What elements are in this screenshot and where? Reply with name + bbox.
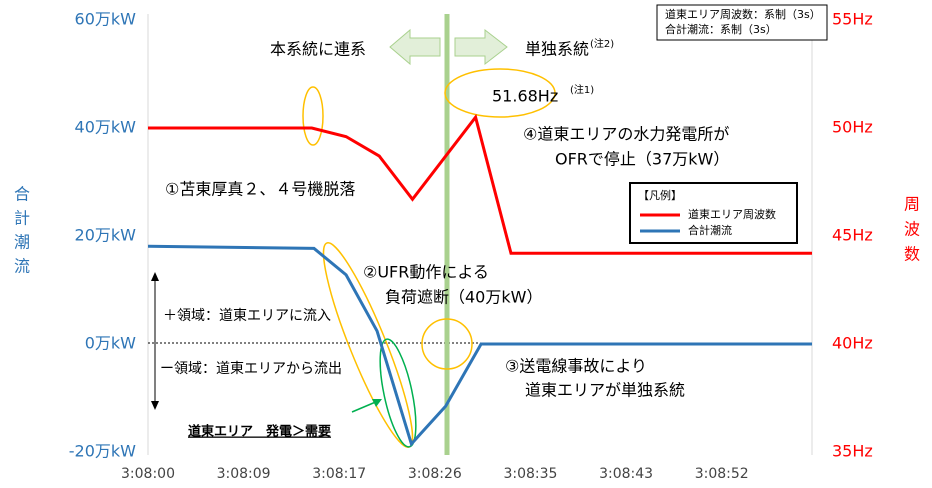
y2-tick-label: 50Hz (832, 118, 873, 137)
y2-tick-label: 55Hz (832, 10, 873, 29)
annotation: (注2) (590, 37, 614, 50)
y2-tick-label: 45Hz (832, 226, 873, 245)
y-tick-label: 40万kW (75, 118, 137, 137)
x-tick-label: 3:08:00 (121, 466, 175, 482)
x-tick-label: 3:08:17 (312, 466, 366, 482)
highlight (379, 338, 417, 448)
arrow-left (389, 28, 441, 66)
annotation: ②UFR動作による (363, 263, 489, 282)
y2-tick-label: 35Hz (832, 442, 873, 461)
range-arrow-head (151, 272, 159, 281)
annotation: 単独系統 (525, 40, 589, 59)
annotation: 本系統に連系 (270, 40, 366, 59)
annotation: 51.68Hz (492, 87, 558, 106)
y2-axis-label: 波 (904, 220, 920, 239)
x-tick-label: 3:08:43 (599, 466, 653, 482)
y-axis-label: 計 (14, 209, 30, 228)
annotation: ー領域：道東エリアから流出 (160, 360, 342, 377)
series-line (148, 113, 812, 255)
y2-tick-label: 40Hz (832, 334, 873, 353)
arrow-right (454, 28, 508, 66)
x-tick-label: 3:08:26 (408, 466, 462, 482)
note: 合計潮流：系制（3s） (665, 22, 777, 36)
series-line (147, 244, 812, 447)
x-tick-label: 3:08:52 (695, 466, 749, 482)
y-axis-label: 合 (14, 185, 30, 204)
y-tick-label: 20万kW (75, 226, 137, 245)
y2-axis-label: 数 (904, 245, 920, 264)
annotation: ＋領域：道東エリアに流入 (163, 307, 331, 324)
y-axis-label: 潮 (14, 233, 30, 252)
highlight (421, 318, 473, 370)
annotation: (注1) (570, 83, 594, 96)
note-box (656, 4, 828, 41)
annotation: OFRで停止（37万kW） (555, 150, 729, 169)
x-tick-label: 3:08:09 (217, 466, 271, 482)
legend-label: 道東エリア周波数 (688, 207, 776, 221)
annotation: ①苫東厚真２、４号機脱落 (165, 180, 355, 199)
y-tick-label: 0万kW (85, 334, 136, 353)
legend-title: 【凡例】 (638, 188, 682, 202)
annotation: 道東エリアが単独系統 (525, 381, 685, 400)
legend-label: 合計潮流 (688, 223, 732, 237)
annotation: ④道東エリアの水力発電所が (523, 125, 729, 144)
annotation: ③送電線事故により (505, 357, 647, 376)
highlight (444, 68, 556, 118)
pointer-head (372, 399, 382, 407)
legend-box (629, 182, 798, 244)
annotation: 道東エリア 発電＞需要 (188, 424, 331, 440)
pointer (351, 400, 379, 413)
note: 道東エリア周波数：系制（3s） (665, 7, 821, 21)
range-arrow-head (151, 401, 159, 410)
y-tick-label: -20万kW (69, 442, 136, 461)
y2-axis-label: 周 (904, 195, 920, 214)
y-tick-label: 60万kW (75, 10, 137, 29)
annotation: 負荷遮断（40万kW） (385, 288, 542, 307)
y-axis-label: 流 (14, 257, 30, 276)
x-tick-label: 3:08:35 (503, 466, 557, 482)
highlight (302, 86, 324, 146)
